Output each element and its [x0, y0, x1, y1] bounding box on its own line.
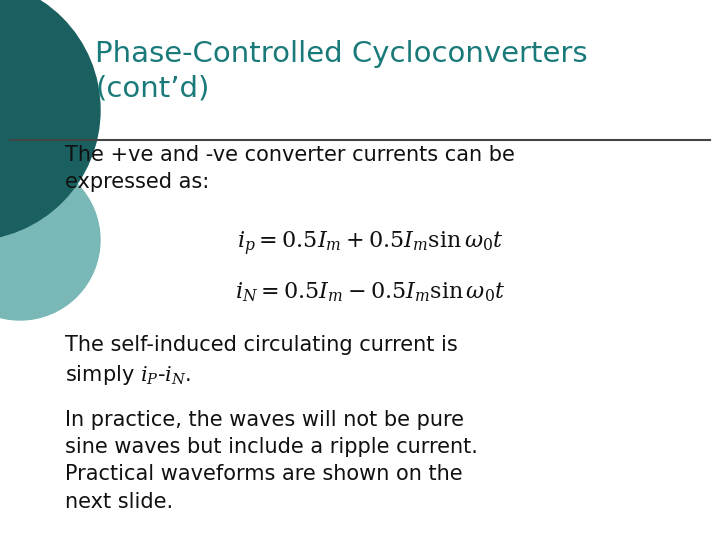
Text: The +ve and -ve converter currents can be
expressed as:: The +ve and -ve converter currents can b…	[65, 145, 515, 192]
Text: Phase-Controlled Cycloconverters: Phase-Controlled Cycloconverters	[95, 40, 588, 68]
Text: The self-induced circulating current is
simply $i_P$-$i_N$.: The self-induced circulating current is …	[65, 335, 458, 387]
Text: (cont’d): (cont’d)	[95, 75, 210, 103]
Text: In practice, the waves will not be pure
sine waves but include a ripple current.: In practice, the waves will not be pure …	[65, 410, 478, 511]
Circle shape	[0, 160, 100, 320]
Circle shape	[0, 0, 100, 240]
Text: $i_N = 0.5I_m - 0.5I_m \sin \omega_0 t$: $i_N = 0.5I_m - 0.5I_m \sin \omega_0 t$	[235, 280, 505, 303]
Text: $i_p = 0.5I_m + 0.5I_m \sin \omega_0 t$: $i_p = 0.5I_m + 0.5I_m \sin \omega_0 t$	[237, 230, 503, 258]
